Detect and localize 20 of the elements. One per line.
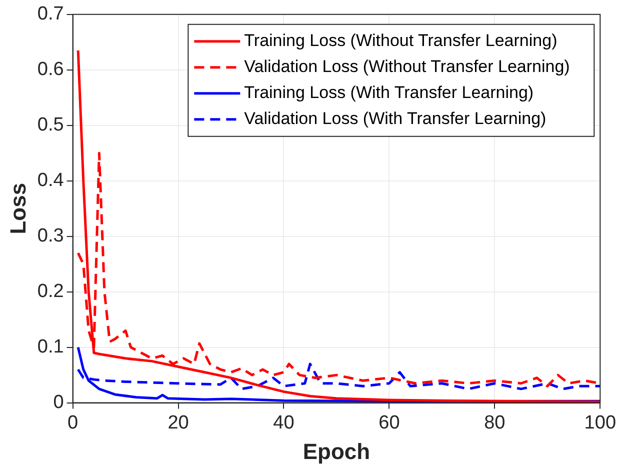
y-tick-label: 0.2 (37, 281, 64, 302)
x-tick-label: 0 (68, 412, 78, 434)
x-tick-label: 40 (273, 412, 294, 434)
y-tick-label: 0.7 (37, 4, 64, 25)
legend-label: Training Loss (With Transfer Learning) (244, 83, 534, 102)
x-tick-label: 60 (378, 412, 400, 434)
x-tick-label: 100 (584, 412, 616, 434)
y-axis-title: Loss (5, 182, 30, 234)
legend-label: Validation Loss (Without Transfer Learning) (244, 57, 570, 76)
y-tick-label: 0.4 (37, 170, 64, 192)
legend-label: Training Loss (Without Transfer Learning) (244, 31, 558, 50)
x-axis-title: Epoch (302, 438, 370, 464)
x-tick-label: 20 (168, 412, 189, 434)
y-tick-label: 0 (53, 392, 64, 414)
x-tick-label: 80 (484, 412, 506, 434)
legend-label: Validation Loss (With Transfer Learning) (244, 109, 546, 128)
y-tick-label: 0.3 (37, 226, 64, 247)
y-tick-label: 0.6 (37, 59, 64, 80)
y-tick-label: 0.5 (37, 114, 64, 136)
y-tick-label: 0.1 (37, 336, 64, 358)
